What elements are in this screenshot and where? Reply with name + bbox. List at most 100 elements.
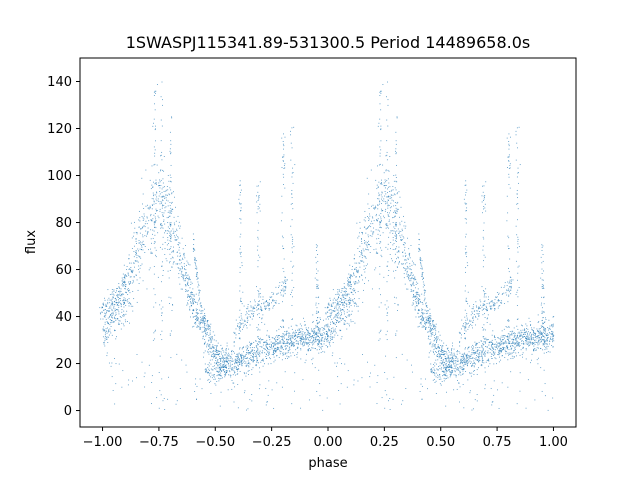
- data-point: [324, 351, 326, 353]
- data-point: [330, 316, 331, 318]
- data-point: [329, 329, 330, 331]
- data-point: [211, 354, 213, 355]
- data-point: [380, 125, 382, 127]
- data-point: [139, 248, 141, 250]
- data-point: [387, 207, 389, 209]
- data-point: [413, 263, 415, 265]
- data-point: [289, 338, 291, 340]
- data-point: [318, 339, 320, 341]
- data-point: [192, 247, 194, 249]
- data-point: [244, 356, 246, 358]
- data-point: [386, 154, 388, 156]
- data-point: [543, 329, 545, 331]
- data-point: [255, 353, 257, 355]
- data-point: [281, 352, 283, 354]
- data-point: [548, 329, 549, 331]
- data-point: [142, 227, 143, 228]
- data-point: [156, 196, 158, 198]
- data-point: [263, 342, 265, 344]
- data-point: [258, 296, 260, 298]
- data-point: [547, 345, 549, 347]
- data-point: [156, 192, 158, 194]
- data-point: [221, 366, 223, 367]
- data-point: [543, 342, 545, 344]
- data-point: [533, 345, 535, 347]
- data-point: [171, 193, 173, 195]
- data-point: [237, 355, 239, 357]
- data-point: [208, 353, 210, 355]
- data-point: [193, 298, 195, 300]
- data-point: [255, 356, 256, 358]
- data-point: [344, 290, 346, 292]
- data-point: [285, 348, 287, 350]
- data-point: [388, 219, 390, 221]
- data-point: [424, 291, 426, 293]
- data-point: [378, 164, 380, 166]
- data-point: [424, 323, 426, 325]
- data-point: [523, 342, 525, 344]
- data-point: [192, 313, 194, 315]
- data-point: [309, 339, 311, 341]
- data-point: [477, 347, 479, 348]
- data-point: [422, 312, 424, 314]
- data-point: [119, 298, 121, 300]
- data-point: [208, 337, 210, 339]
- data-point: [100, 318, 102, 320]
- data-point: [421, 302, 423, 304]
- data-point: [357, 237, 359, 239]
- data-point: [327, 303, 329, 305]
- data-point: [337, 298, 339, 300]
- data-point: [476, 359, 478, 361]
- data-point: [246, 321, 248, 323]
- data-point: [235, 361, 237, 363]
- data-point: [272, 305, 274, 307]
- data-point: [385, 203, 386, 205]
- data-point: [221, 370, 223, 372]
- data-point: [175, 263, 177, 265]
- data-point: [475, 347, 477, 349]
- data-point: [342, 318, 343, 320]
- data-point: [418, 325, 420, 327]
- data-point: [438, 355, 440, 357]
- data-point: [472, 321, 474, 323]
- data-point: [533, 350, 535, 352]
- data-point: [346, 294, 348, 295]
- data-point: [168, 296, 170, 298]
- data-point: [235, 319, 237, 321]
- data-point: [178, 225, 179, 227]
- data-point: [281, 348, 283, 350]
- data-point: [135, 250, 137, 252]
- data-point: [329, 343, 331, 345]
- data-point: [198, 323, 200, 325]
- data-point: [123, 310, 125, 312]
- data-point: [164, 242, 166, 243]
- data-point: [484, 353, 486, 355]
- data-point: [444, 353, 446, 355]
- data-point: [460, 358, 462, 360]
- data-point: [168, 277, 170, 279]
- data-point: [163, 190, 165, 192]
- data-point: [418, 302, 419, 304]
- data-point: [314, 331, 315, 333]
- data-point: [411, 260, 413, 262]
- data-point: [267, 351, 269, 353]
- data-point: [438, 331, 440, 333]
- data-point: [503, 287, 505, 288]
- data-point: [531, 335, 532, 337]
- data-point: [146, 216, 148, 218]
- data-point: [421, 310, 423, 312]
- data-point: [473, 314, 475, 315]
- data-point: [154, 221, 156, 223]
- data-point: [293, 343, 295, 345]
- data-point: [140, 228, 142, 230]
- data-point: [245, 372, 247, 374]
- data-point: [156, 164, 158, 166]
- data-point: [366, 245, 368, 247]
- data-point: [229, 374, 231, 376]
- data-point: [338, 297, 339, 299]
- data-point: [326, 333, 328, 335]
- data-point: [237, 357, 238, 359]
- data-point: [500, 351, 502, 352]
- data-point: [503, 342, 505, 344]
- data-point: [509, 341, 511, 343]
